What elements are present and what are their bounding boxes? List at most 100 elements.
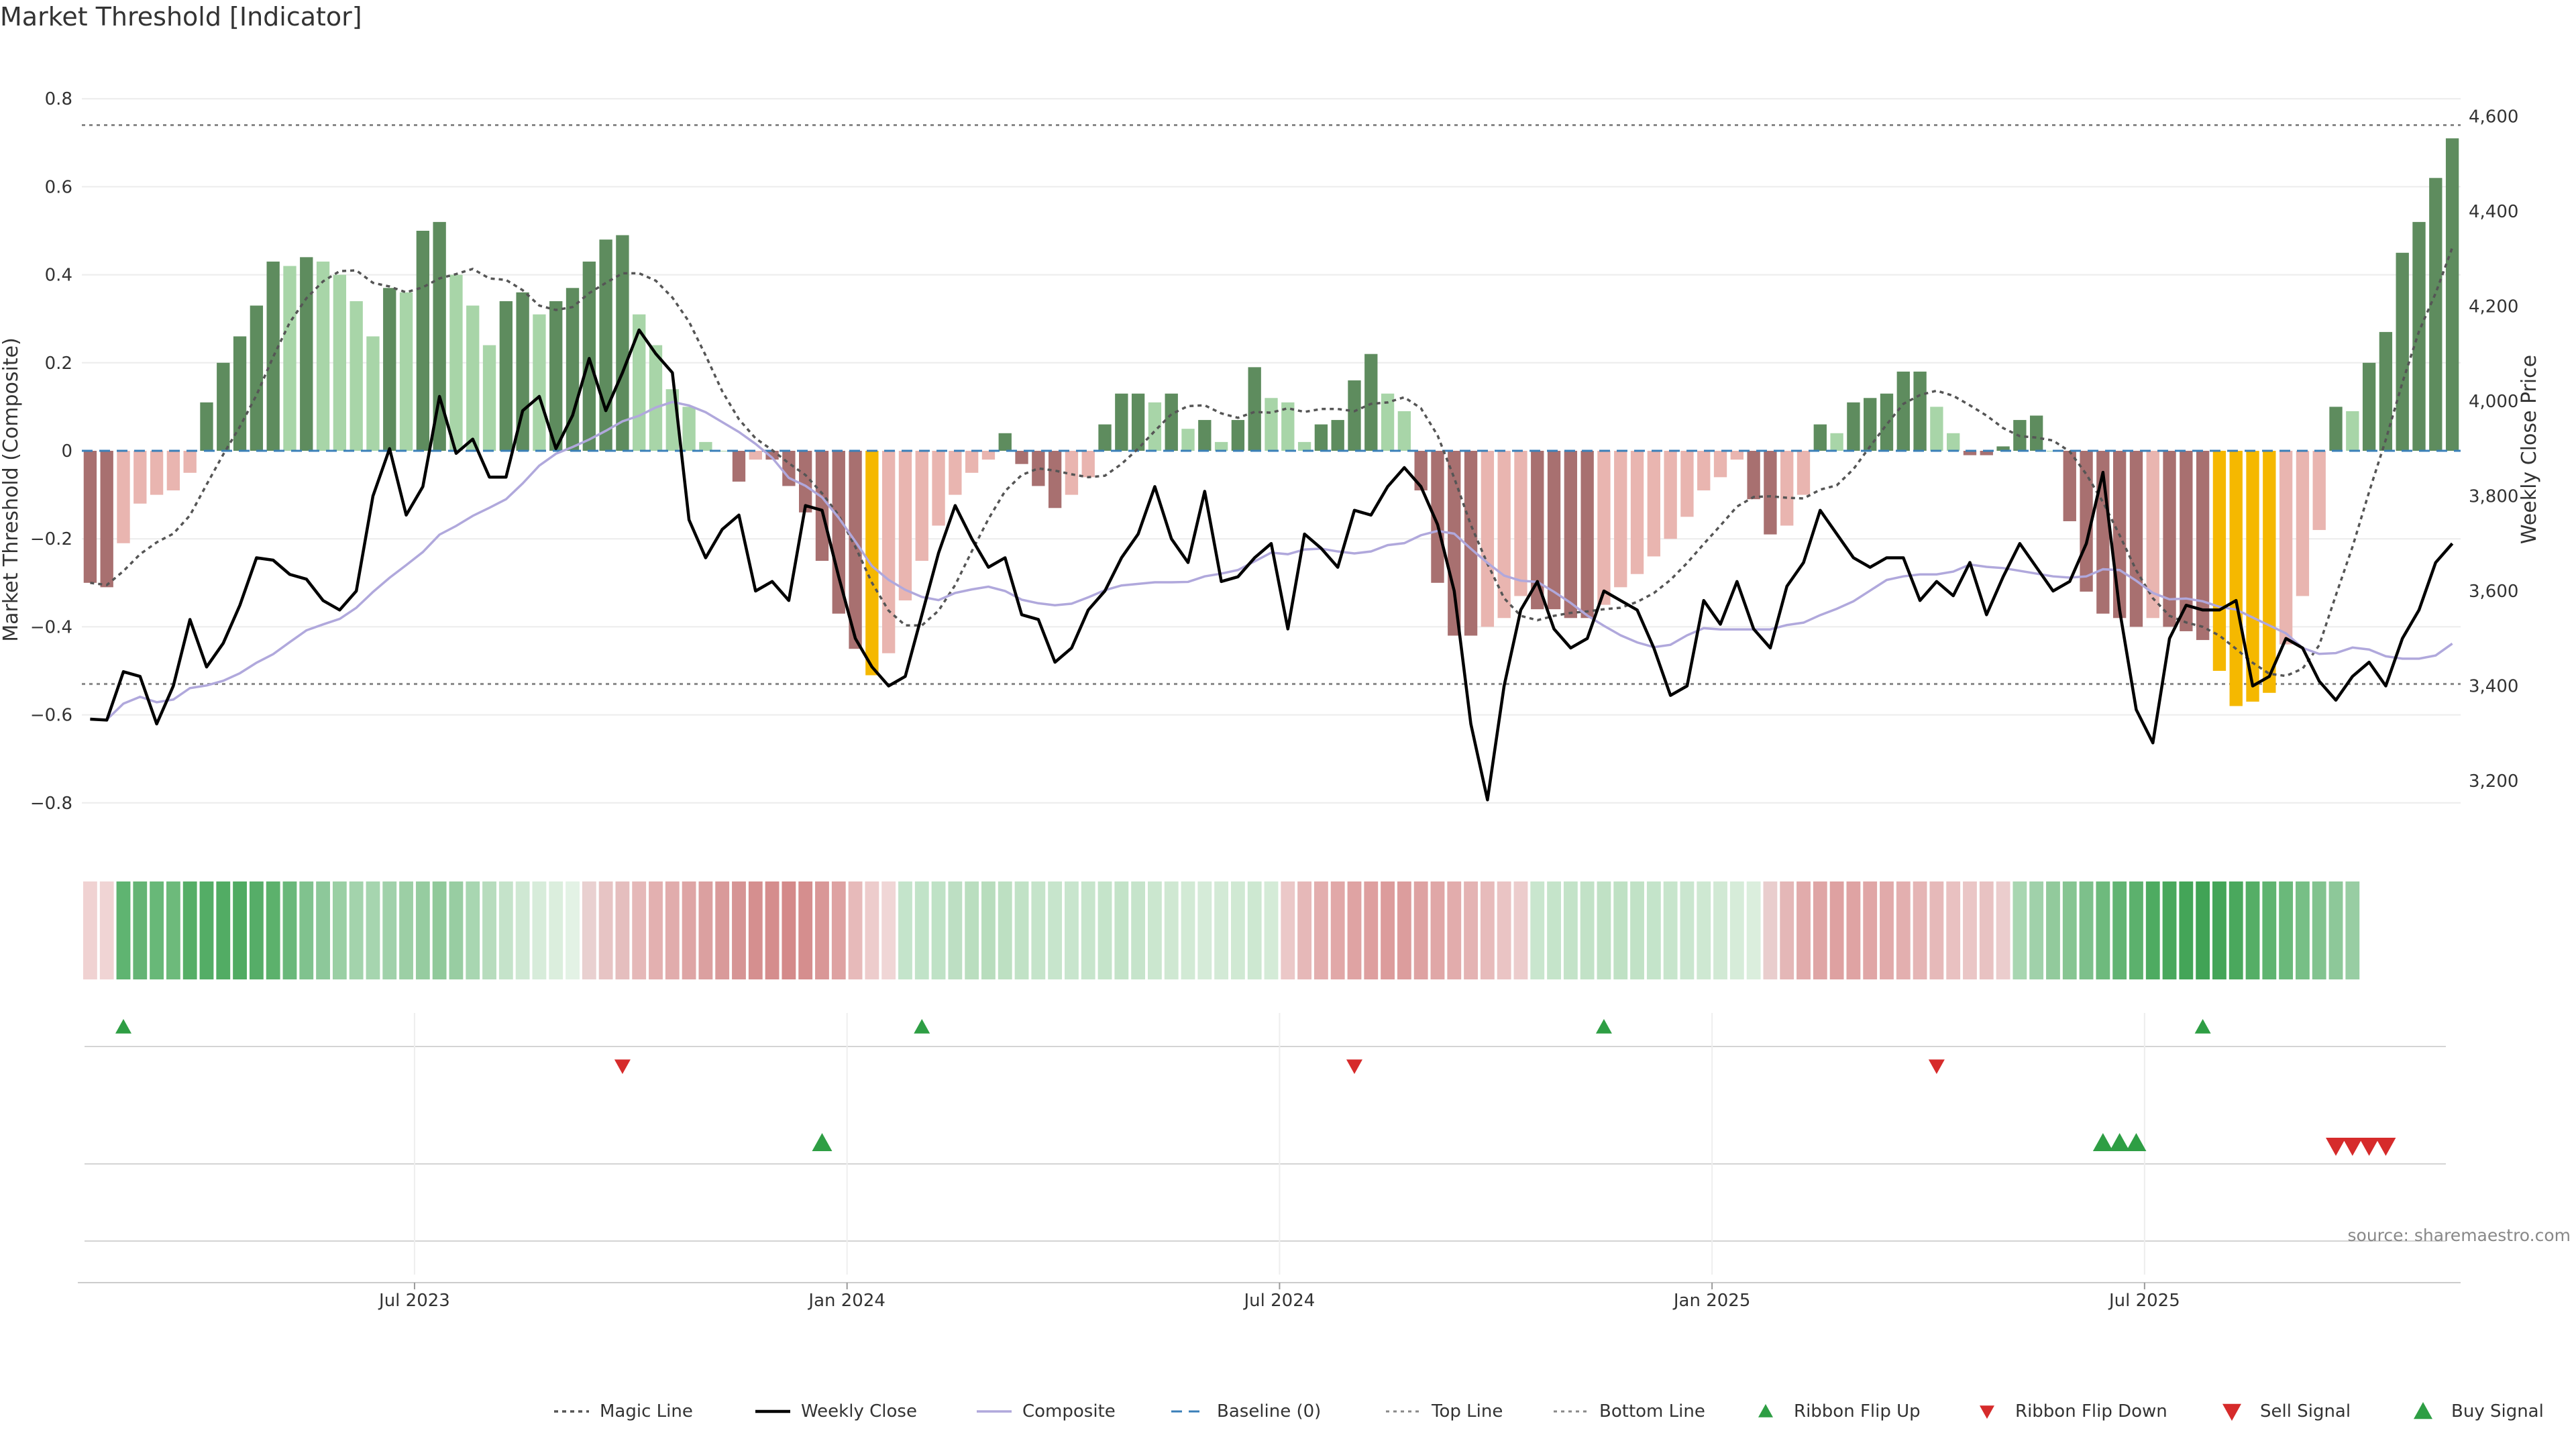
composite-bar [1297, 441, 1311, 451]
ribbon-cell [1230, 881, 1245, 979]
composite-bar [1730, 451, 1743, 460]
ribbon-cell [1114, 881, 1129, 979]
ribbon-cell [748, 881, 763, 979]
x-tick-label: Jul 2023 [378, 1291, 450, 1311]
ribbon-cell [998, 881, 1012, 979]
x-tick-label: Jan 2024 [807, 1291, 885, 1311]
composite-bar [2030, 415, 2043, 451]
ribbon-cell [981, 881, 996, 979]
composite-bar [350, 301, 363, 451]
composite-bar [1547, 451, 1561, 610]
ribbon-cell [1597, 881, 1611, 979]
legend-label: Composite [1022, 1401, 1116, 1421]
ribbon-cell [83, 881, 97, 979]
ribbon-cell [299, 881, 314, 979]
composite-bar [83, 451, 97, 583]
composite-bar [133, 451, 147, 504]
composite-bar [1248, 367, 1261, 451]
legend-item: Top Line [1386, 1401, 1503, 1421]
composite-bar [2229, 451, 2243, 706]
composite-bar [1431, 451, 1444, 583]
composite-bar [1048, 451, 1062, 508]
legend-item: Sell Signal [2260, 1401, 2351, 1421]
x-axis-ticks: Jul 2023 Jan 2024 Jul 2024 Jan 2025 Jul 2025 [78, 1282, 2461, 1311]
ribbon-cell [1164, 881, 1179, 979]
left-tick-label: 0.4 [45, 266, 72, 286]
ribbon-cell [349, 881, 364, 979]
ribbon-cell [2029, 881, 2044, 979]
ribbon-cell [732, 881, 746, 979]
ribbon-cell [233, 881, 247, 979]
ribbon-cell [498, 881, 513, 979]
ribbon-cell [1547, 881, 1561, 979]
composite-bar [2196, 451, 2210, 641]
x-tick-label: Jan 2025 [1672, 1291, 1751, 1311]
composite-bar [1081, 451, 1095, 478]
ribbon-cell [2296, 881, 2310, 979]
composite-bar [1747, 451, 1760, 500]
ribbon-cell [598, 881, 613, 979]
ribbon-flip-down-marker [1346, 1059, 1362, 1074]
ribbon-cell [316, 881, 330, 979]
legend-label: Buy Signal [2451, 1401, 2544, 1421]
ribbon-cell [1464, 881, 1478, 979]
composite-bar [200, 402, 213, 451]
ribbon-cell [682, 881, 696, 979]
left-tick-label: −0.8 [30, 794, 72, 814]
ribbon-cell [1497, 881, 1511, 979]
composite-bar [699, 441, 712, 451]
composite-bar [2429, 178, 2443, 451]
composite-bar [2412, 221, 2426, 451]
composite-bar [1664, 451, 1677, 539]
composite-bar [1214, 441, 1228, 451]
ribbon-cell [1297, 881, 1312, 979]
ribbon-cell [632, 881, 647, 979]
left-tick-label: 0.2 [45, 354, 72, 374]
x-tick-label: Jul 2025 [2108, 1291, 2180, 1311]
ribbon-cell [415, 881, 430, 979]
ribbon-cell [1896, 881, 1911, 979]
ribbon-cell [515, 881, 530, 979]
composite-bars [83, 138, 2459, 706]
ribbon-cell [2062, 881, 2077, 979]
ribbon-cell [1430, 881, 1445, 979]
legend-item: Weekly Close [755, 1401, 917, 1421]
legend-item: Bottom Line [1554, 1401, 1705, 1421]
sell-signal-marker [2326, 1138, 2347, 1156]
sell-signal-marker [2359, 1138, 2379, 1156]
legend-label: Weekly Close [801, 1401, 917, 1421]
right-tick-label: 3,400 [2469, 677, 2518, 697]
x-tick-label: Jul 2024 [1242, 1291, 1315, 1311]
buy-signal-marker [2109, 1133, 2130, 1151]
legend-label: Top Line [1431, 1401, 1503, 1421]
ribbon-cell [1979, 881, 1994, 979]
ribbon-flip-up-marker [914, 1019, 930, 1034]
right-axis-label: Weekly Close Price [2518, 355, 2541, 544]
left-axis-ticks: 0.8 0.6 0.4 0.2 0 −0.2 −0.4 −0.6 −0.8 [30, 89, 72, 814]
ribbon-cell [1996, 881, 2010, 979]
ribbon-cell [116, 881, 131, 979]
composite-bar [166, 451, 180, 491]
composite-bar [1281, 402, 1295, 451]
ribbon-cell [266, 881, 280, 979]
ribbon-cell [881, 881, 896, 979]
composite-bar [1331, 420, 1344, 451]
composite-bar [881, 451, 896, 653]
composite-bar [1847, 402, 1860, 451]
ribbon-cell [150, 881, 164, 979]
right-tick-label: 4,600 [2469, 107, 2518, 127]
composite-bar [1397, 411, 1411, 451]
composite-bar [732, 451, 746, 482]
legend-item: Magic Line [554, 1401, 693, 1421]
composite-bar [1564, 451, 1578, 619]
ribbon-cell [199, 881, 214, 979]
ribbon-cell [665, 881, 680, 979]
ribbon-cell [1846, 881, 1861, 979]
ribbon-cell [1148, 881, 1162, 979]
composite-bar [2329, 407, 2343, 451]
legend-item: Baseline (0) [1171, 1401, 1321, 1421]
composite-bar [1497, 451, 1511, 619]
composite-bar [1314, 424, 1328, 451]
ribbon-cell [2262, 881, 2277, 979]
composite-bar [1481, 451, 1495, 627]
